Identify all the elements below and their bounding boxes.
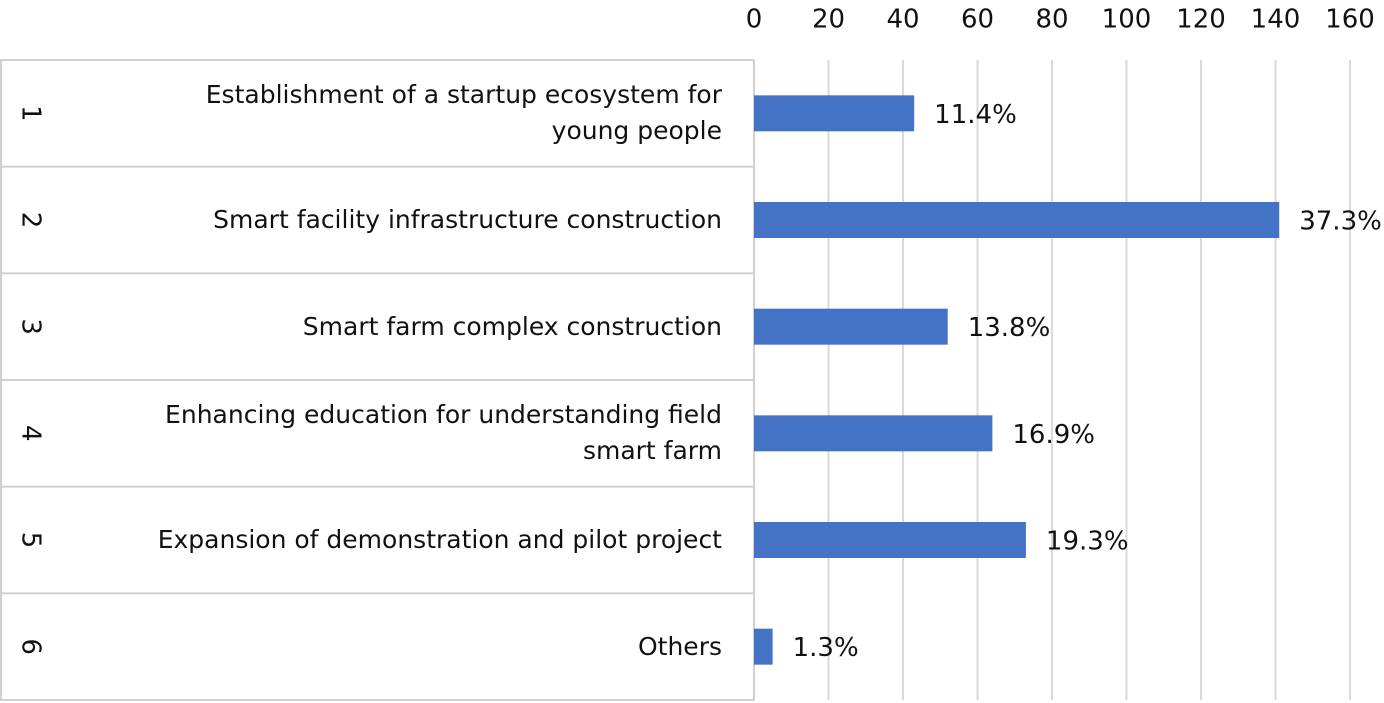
value-label: 16.9% <box>1012 420 1095 450</box>
bar <box>754 522 1026 558</box>
row-number: 2 <box>16 212 46 229</box>
x-tick-label: 140 <box>1251 5 1301 35</box>
category-label: Expansion of demonstration and pilot pro… <box>157 525 722 554</box>
row-number: 1 <box>16 105 46 122</box>
category-label: Smart facility infrastructure constructi… <box>213 205 722 234</box>
value-label: 11.4% <box>934 100 1017 130</box>
bar <box>754 95 915 132</box>
x-tick-label: 0 <box>746 5 763 35</box>
x-tick-label: 80 <box>1035 5 1068 35</box>
x-tick-label: 160 <box>1325 5 1375 35</box>
value-label: 19.3% <box>1046 527 1129 557</box>
value-label: 37.3% <box>1299 207 1382 237</box>
bar <box>754 415 993 452</box>
bar <box>754 202 1280 238</box>
value-label: 1.3% <box>793 633 859 663</box>
row-number: 4 <box>16 425 46 442</box>
value-label: 13.8% <box>968 313 1051 343</box>
row-number: 5 <box>16 532 46 549</box>
category-label: Enhancing education for understanding fi… <box>165 400 722 466</box>
x-tick-label: 120 <box>1176 5 1226 35</box>
category-label: Smart farm complex construction <box>302 311 722 341</box>
x-tick-label: 100 <box>1102 5 1152 35</box>
x-tick-label: 40 <box>886 5 919 35</box>
bar <box>754 308 948 345</box>
x-tick-label: 60 <box>961 5 994 35</box>
category-label: Others <box>637 631 722 661</box>
row-number: 3 <box>16 318 46 335</box>
category-label: Establishment of a startup ecosystem for… <box>205 80 722 146</box>
bar <box>754 628 773 665</box>
row-number: 6 <box>16 638 46 655</box>
x-tick-label: 20 <box>812 5 845 35</box>
